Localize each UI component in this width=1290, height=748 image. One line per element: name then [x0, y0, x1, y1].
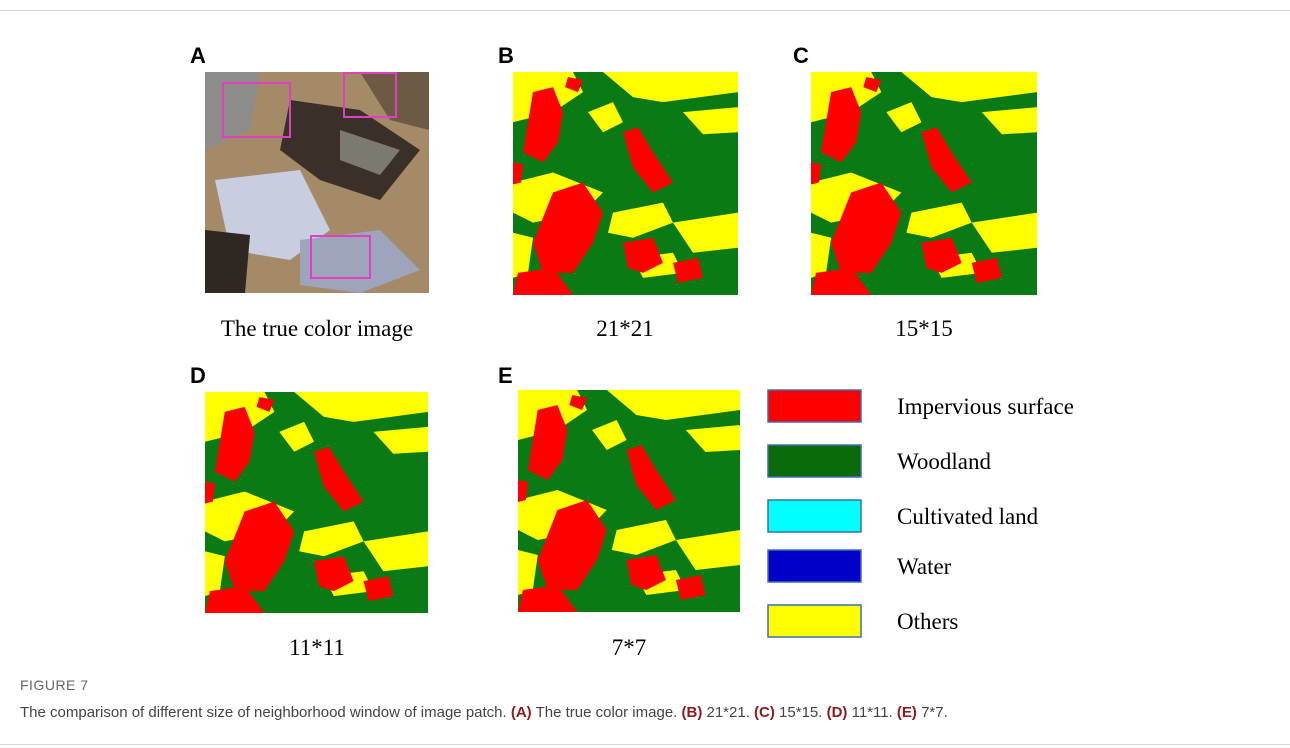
legend-label: Others	[897, 609, 958, 634]
caption-ref: (B)	[682, 704, 703, 721]
classification-map	[513, 72, 738, 295]
caption-part: 15*15.	[779, 704, 822, 721]
legend-label: Cultivated land	[897, 504, 1039, 529]
figure: A The true color image B 21*21 C 15*15 D 11*11 E…	[0, 0, 1290, 670]
panel-caption: 21*21	[596, 316, 654, 341]
caption-part: 21*21.	[707, 704, 750, 721]
panel-caption: 11*11	[289, 635, 345, 660]
caption-part: The true color image.	[536, 704, 678, 721]
legend-swatch	[768, 550, 861, 582]
caption-ref: (A)	[511, 704, 532, 721]
panel-caption: 7*7	[612, 635, 647, 660]
caption-part: 7*7.	[921, 704, 948, 721]
panel-label: A	[190, 43, 206, 68]
legend-label: Woodland	[897, 449, 991, 474]
panel-label: D	[190, 363, 206, 388]
panel-caption: 15*15	[895, 316, 953, 341]
caption-ref: (E)	[897, 704, 917, 721]
classification-map	[205, 392, 428, 613]
true-color-image	[205, 72, 429, 293]
panel-caption: The true color image	[221, 316, 413, 341]
page: A The true color image B 21*21 C 15*15 D 11*11 E…	[0, 0, 1290, 748]
legend-swatch	[768, 500, 861, 532]
legend-swatch	[768, 445, 861, 477]
figure-label: FIGURE 7	[20, 677, 89, 693]
caption-ref: (C)	[754, 704, 775, 721]
panel-label: B	[498, 43, 514, 68]
caption-ref: (D)	[827, 704, 848, 721]
panel-label: C	[793, 43, 809, 68]
legend-swatch	[768, 605, 861, 637]
classification-map	[811, 72, 1037, 295]
legend-label: Water	[897, 554, 952, 579]
classification-map	[518, 390, 740, 612]
caption-text: The comparison of different size of neig…	[20, 704, 507, 721]
legend-label: Impervious surface	[897, 394, 1074, 419]
panel-label: E	[498, 363, 513, 388]
caption-part: 11*11.	[852, 704, 893, 721]
figure-caption: The comparison of different size of neig…	[20, 704, 948, 721]
legend-swatch	[768, 390, 861, 422]
